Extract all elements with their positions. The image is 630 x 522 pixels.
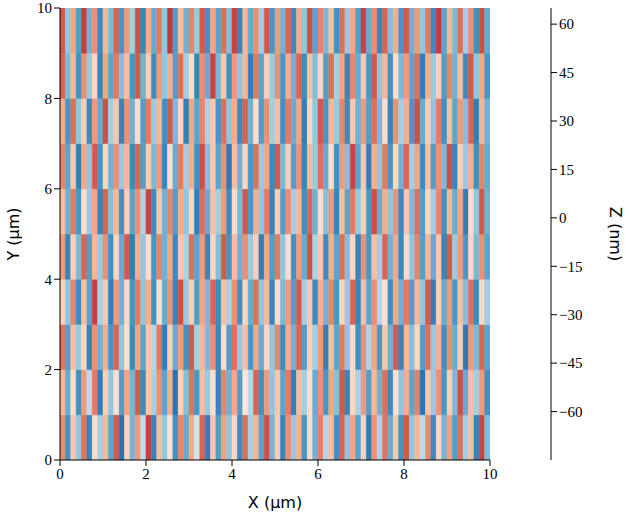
svg-text:Z (nm): Z (nm) (606, 207, 625, 261)
svg-text:−45: −45 (559, 355, 582, 371)
svg-text:X (μm): X (μm) (248, 493, 302, 512)
svg-text:15: 15 (559, 162, 574, 178)
svg-text:6: 6 (45, 181, 53, 197)
svg-text:0: 0 (45, 452, 53, 468)
svg-text:0: 0 (559, 210, 567, 226)
svg-text:6: 6 (314, 466, 322, 482)
svg-text:4: 4 (45, 272, 53, 288)
svg-text:8: 8 (45, 91, 53, 107)
svg-text:10: 10 (37, 0, 52, 16)
svg-text:2: 2 (45, 362, 53, 378)
svg-text:0: 0 (56, 466, 64, 482)
svg-text:4: 4 (228, 466, 236, 482)
svg-text:45: 45 (559, 65, 574, 81)
svg-text:2: 2 (142, 466, 150, 482)
svg-text:8: 8 (400, 466, 408, 482)
svg-text:Y (μm): Y (μm) (4, 207, 23, 261)
svg-text:30: 30 (559, 113, 574, 129)
svg-text:10: 10 (483, 466, 498, 482)
svg-text:−30: −30 (559, 307, 582, 323)
svg-text:60: 60 (559, 16, 574, 32)
svg-text:−60: −60 (559, 404, 582, 420)
svg-text:−15: −15 (559, 259, 582, 275)
